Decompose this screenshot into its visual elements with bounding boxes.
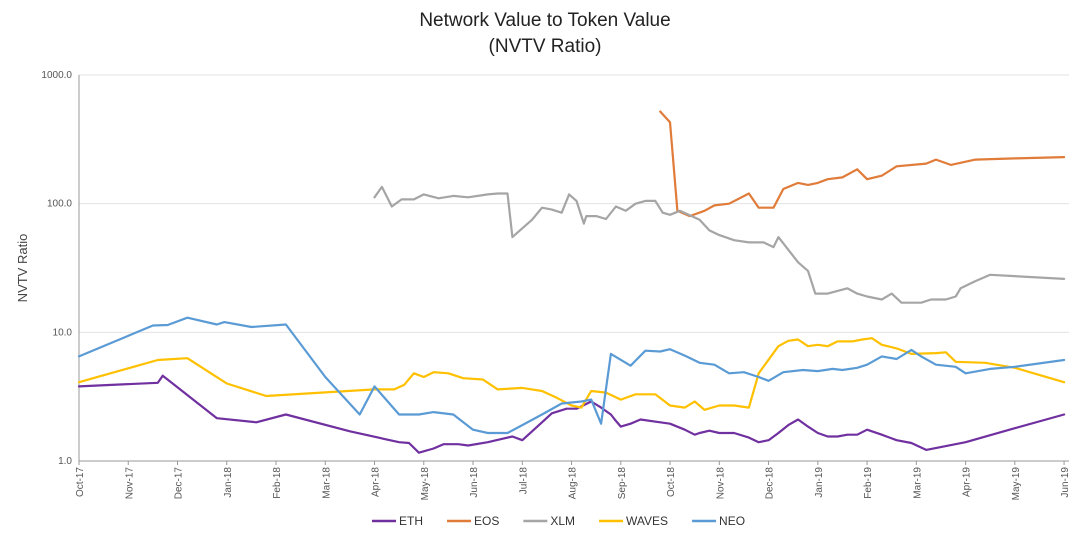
legend-label-waves[interactable]: WAVES <box>626 514 668 528</box>
legend-label-neo[interactable]: NEO <box>719 514 745 528</box>
x-tick-label: May-18 <box>420 467 431 501</box>
series-line-xlm <box>373 185 1066 304</box>
x-tick-label: Dec-17 <box>174 467 185 500</box>
y-tick-labels: 1.0 10.0 100.0 1000.0 <box>41 70 72 467</box>
x-tick-label: Feb-19 <box>863 467 874 499</box>
x-tick-labels: Oct-17 Nov-17 Dec-17 Jan-18 Feb-18 Mar-18 Apr-… <box>75 467 1071 501</box>
y-axis-label: NVTV Ratio <box>15 234 30 303</box>
x-tick-label: Nov-17 <box>124 467 135 500</box>
x-tick-label: Jun-18 <box>469 467 480 498</box>
y-tick-label: 1.0 <box>58 456 72 467</box>
x-tick-label: Mar-18 <box>321 467 332 499</box>
legend-label-eth[interactable]: ETH <box>399 514 423 528</box>
y-tick-label: 10.0 <box>53 327 73 338</box>
x-tick-label: Jul-18 <box>518 467 529 495</box>
x-tick-label: Oct-18 <box>666 467 677 497</box>
legend-label-eos[interactable]: EOS <box>474 514 499 528</box>
chart-title: Network Value to Token Value <box>419 10 670 31</box>
x-tick-label: Jun-19 <box>1060 467 1071 498</box>
x-tick-label: Oct-17 <box>75 467 86 497</box>
x-tick-label: May-19 <box>1011 467 1022 501</box>
y-tick-label: 100.0 <box>47 199 72 210</box>
x-tick-label: Mar-19 <box>912 467 923 499</box>
x-tick-label: Jan-19 <box>814 467 825 498</box>
x-tick-label: Nov-18 <box>715 467 726 500</box>
series-line-eos <box>659 110 1066 218</box>
x-tick-label: Sep-18 <box>617 467 628 500</box>
series-line-waves <box>77 337 1066 411</box>
series-line-neo <box>77 316 1066 435</box>
axes <box>78 75 1069 465</box>
series-lines <box>77 110 1066 454</box>
chart-subtitle: (NVTV Ratio) <box>489 36 602 57</box>
x-tick-label: Aug-18 <box>568 467 579 500</box>
legend[interactable]: ETH EOS XLM WAVES NEO <box>372 514 745 528</box>
x-tick-label: Feb-18 <box>272 467 283 499</box>
x-tick-label: Dec-18 <box>765 467 776 500</box>
series-line-eth <box>77 374 1066 454</box>
legend-label-xlm[interactable]: XLM <box>550 514 575 528</box>
grid-lines <box>79 74 1069 333</box>
y-tick-label: 1000.0 <box>41 70 72 81</box>
x-tick-label: Apr-19 <box>962 467 973 497</box>
x-tick-label: Apr-18 <box>371 467 382 497</box>
x-tick-label: Jan-18 <box>223 467 234 498</box>
